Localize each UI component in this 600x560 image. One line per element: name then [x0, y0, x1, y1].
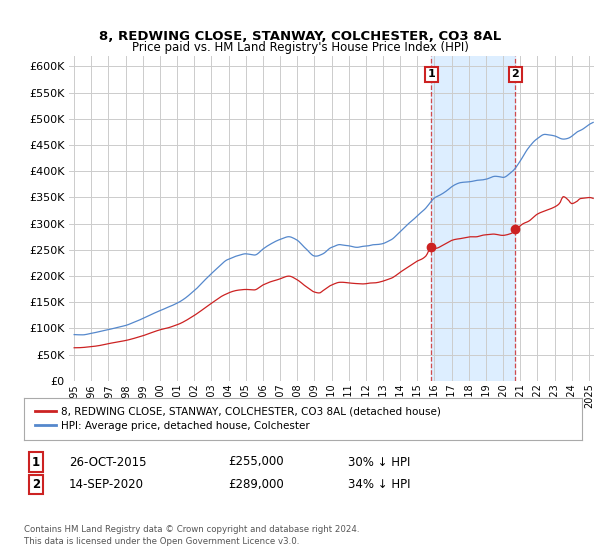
Bar	[431, 56, 515, 381]
Text: 1: 1	[427, 69, 435, 80]
Text: 1: 1	[32, 455, 40, 469]
Text: Contains HM Land Registry data © Crown copyright and database right 2024.
This d: Contains HM Land Registry data © Crown c…	[24, 525, 359, 546]
Legend: 8, REDWING CLOSE, STANWAY, COLCHESTER, CO3 8AL (detached house), HPI: Average pr: 8, REDWING CLOSE, STANWAY, COLCHESTER, C…	[35, 407, 441, 431]
Text: 2: 2	[32, 478, 40, 491]
Text: 8, REDWING CLOSE, STANWAY, COLCHESTER, CO3 8AL: 8, REDWING CLOSE, STANWAY, COLCHESTER, C…	[99, 30, 501, 43]
Text: 30% ↓ HPI: 30% ↓ HPI	[348, 455, 410, 469]
Text: 14-SEP-2020: 14-SEP-2020	[69, 478, 144, 491]
Text: Price paid vs. HM Land Registry's House Price Index (HPI): Price paid vs. HM Land Registry's House …	[131, 41, 469, 54]
Text: 2: 2	[511, 69, 519, 80]
Text: 34% ↓ HPI: 34% ↓ HPI	[348, 478, 410, 491]
Text: 26-OCT-2015: 26-OCT-2015	[69, 455, 146, 469]
Text: £289,000: £289,000	[228, 478, 284, 491]
Text: £255,000: £255,000	[228, 455, 284, 469]
